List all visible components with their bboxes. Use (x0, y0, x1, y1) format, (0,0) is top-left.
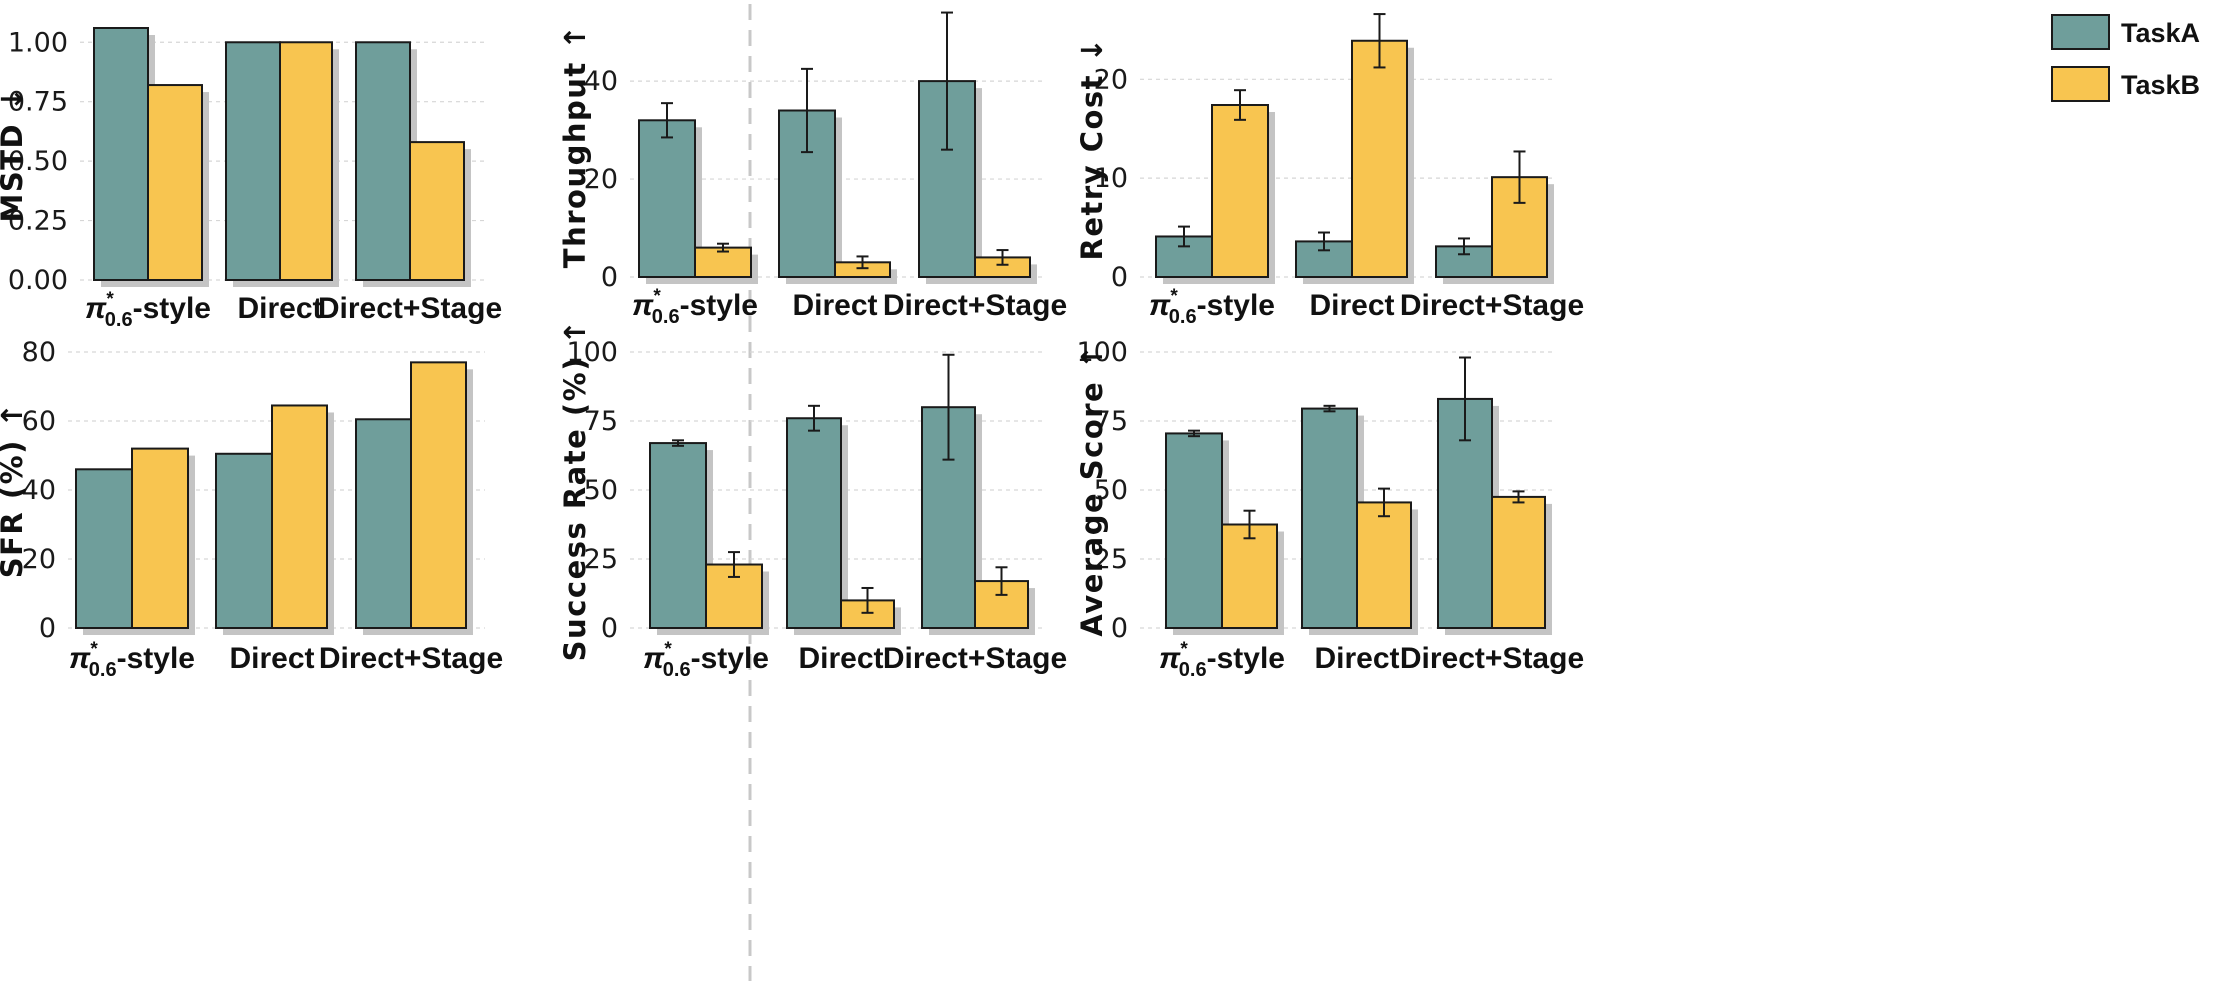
legend-swatch-taska (2051, 14, 2110, 50)
bar-taskb-2 (1351, 39, 1408, 278)
legend-swatch-taskb (2051, 66, 2110, 102)
bar-taskb-1 (1221, 523, 1278, 629)
y-tick-label: 0.50 (8, 146, 68, 177)
bar-taska-3 (355, 418, 412, 629)
y-tick-label: 50 (1094, 475, 1128, 506)
y-axis-label: Throughput ↑ (558, 24, 592, 268)
legend-label-taskb: TaskB (2121, 70, 2200, 100)
bar-taskb-1 (147, 84, 203, 281)
chart-panel-4: 0 20 40 60 80 SFR (%) ↑ π*0.6-style DirectDirec… (0, 337, 503, 681)
x-tick-label: π* 0.6-style (632, 286, 758, 328)
y-axis-label: SFR (%) ↑ (0, 402, 29, 579)
y-tick-label: 50 (584, 475, 618, 506)
legend: TaskA TaskB (2051, 14, 2200, 102)
y-axis-label: MSTD ↓ (0, 86, 29, 223)
bar-taska-2 (786, 417, 842, 629)
x-tick-label: Direct+Stage (319, 642, 503, 675)
x-tick-label: Direct (1309, 289, 1394, 322)
y-tick-label: 0.25 (8, 206, 68, 237)
x-tick-label: π* 0.6-style (643, 639, 769, 681)
y-axis-label: Average Score ↑ (1075, 343, 1109, 636)
y-tick-label: 100 (1076, 337, 1128, 368)
bar-taska-2 (1301, 407, 1358, 629)
y-tick-label: 0 (1111, 262, 1128, 293)
x-tick-label: Direct+Stage (318, 292, 502, 325)
x-tick-label: Direct+Stage (1400, 642, 1584, 675)
x-tick-label: Direct (237, 292, 322, 325)
y-tick-label: 0 (601, 262, 618, 293)
bar-taska-2 (215, 452, 273, 629)
y-tick-label: 40 (22, 475, 56, 506)
y-tick-label: 75 (1094, 406, 1128, 437)
y-tick-label: 1.00 (8, 27, 68, 58)
bar-taskb-1 (131, 447, 189, 629)
bar-taskb-1 (1211, 104, 1269, 278)
bar-taska-1 (649, 442, 707, 629)
x-tick-label: π* 0.6-style (85, 289, 211, 331)
y-tick-label: 40 (584, 66, 618, 97)
bar-taskb-2 (1356, 501, 1412, 630)
x-tick-label: Direct+Stage (883, 642, 1067, 675)
y-tick-label: 0.75 (8, 87, 68, 118)
y-tick-label: 20 (1094, 64, 1128, 95)
bar-taska-2 (225, 41, 281, 282)
x-tick-label: π* 0.6-style (69, 639, 195, 681)
bar-taska-1 (638, 119, 696, 278)
bar-taskb-2 (840, 599, 895, 630)
x-tick-label: Direct (1314, 642, 1399, 675)
x-tick-label: π* 0.6-style (1159, 639, 1285, 681)
y-tick-label: 25 (584, 544, 618, 575)
chart-panel-1: 0.00 0.25 0.50 0.75 1.00 MSTD ↓ π*0.6-style Dir… (0, 27, 502, 331)
bar-taska-1 (93, 27, 149, 281)
y-tick-label: 0 (601, 613, 618, 644)
bar-taskb-3 (1491, 495, 1546, 629)
x-tick-label: Direct (798, 642, 883, 675)
panels-layer: 0.00 0.25 0.50 0.75 1.00 MSTD ↓ π*0.6-style Dir… (0, 11, 1584, 681)
y-tick-label: 100 (566, 337, 618, 368)
x-tick-label: Direct (792, 289, 877, 322)
y-tick-label: 20 (584, 164, 618, 195)
bar-taskb-2 (279, 41, 333, 282)
y-tick-label: 80 (22, 337, 56, 368)
bar-taskb-3 (410, 361, 467, 629)
x-tick-label: Direct (229, 642, 314, 675)
y-axis-label: Success Rate (%) ↑ (558, 319, 592, 662)
y-tick-label: 0 (1111, 613, 1128, 644)
x-tick-label: Direct+Stage (883, 289, 1067, 322)
y-tick-label: 75 (584, 406, 618, 437)
y-tick-label: 20 (22, 544, 56, 575)
bar-taskb-2 (271, 404, 328, 629)
x-tick-label: π* 0.6-style (1149, 286, 1275, 328)
bar-taska-1 (1165, 432, 1223, 630)
y-tick-label: 0.00 (8, 265, 68, 296)
legend-label-taska: TaskA (2121, 18, 2200, 48)
y-tick-label: 0 (39, 613, 56, 644)
x-tick-label: Direct+Stage (1400, 289, 1584, 322)
bar-taska-1 (75, 468, 133, 629)
bar-taska-3 (355, 41, 411, 282)
y-tick-label: 60 (22, 406, 56, 437)
y-tick-label: 10 (1094, 163, 1128, 194)
y-tick-label: 25 (1094, 544, 1128, 575)
y-axis-label: Retry Cost ↓ (1075, 37, 1109, 261)
bar-taskb-3 (409, 141, 465, 281)
